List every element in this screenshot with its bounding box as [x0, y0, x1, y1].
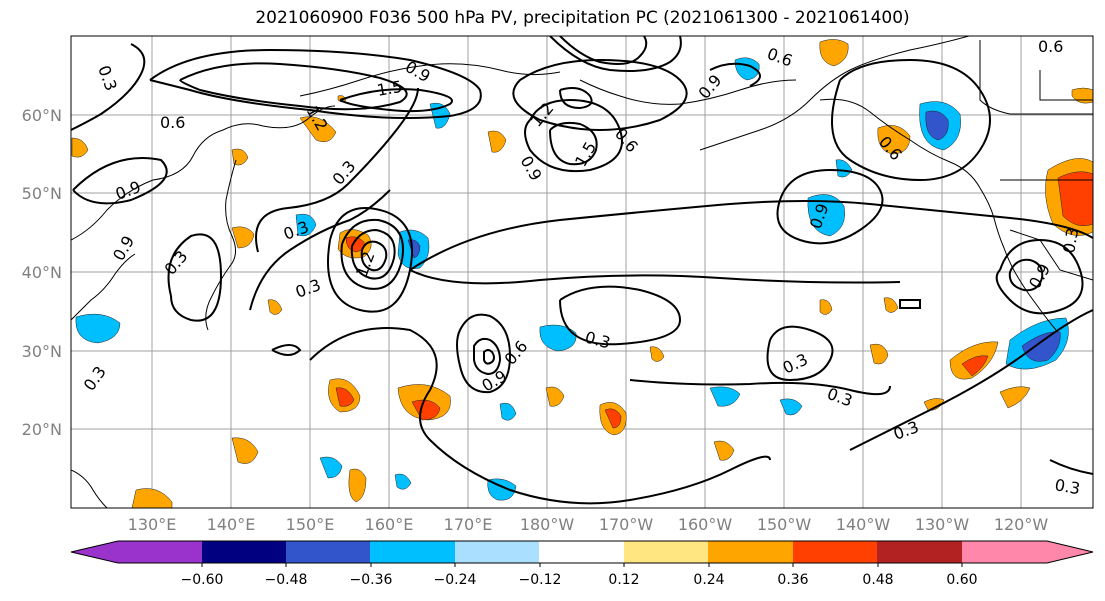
latitude-labels: 60°N 50°N 40°N 30°N 20°N: [22, 106, 62, 439]
colorbar-segment: [202, 541, 287, 563]
contour-label: 0.3: [1059, 226, 1082, 254]
lon-label: 160°E: [365, 515, 414, 534]
lon-label: 160°W: [678, 515, 733, 534]
colorbar-extend-min: [71, 541, 118, 563]
colorbar-segment: [962, 541, 1048, 563]
colorbar-tick-label: 0.60: [946, 572, 977, 588]
colorbar-extend-max: [1047, 541, 1093, 563]
colorbar-tick-label: −0.12: [519, 572, 562, 588]
lon-label: 150°W: [757, 515, 812, 534]
lon-label: 170°W: [599, 515, 654, 534]
colorbar-segment: [877, 541, 963, 563]
colorbar-segment: [793, 541, 878, 563]
contour-label: 0.6: [1038, 37, 1063, 56]
precip-shading: [71, 39, 1093, 508]
lat-label: 50°N: [22, 184, 62, 203]
contour-label: 0.6: [160, 113, 185, 132]
lon-label: 140°W: [836, 515, 891, 534]
pv-contours: [71, 36, 1093, 505]
colorbar-tick-label: −0.48: [265, 572, 308, 588]
lon-label: 180°W: [520, 515, 575, 534]
longitude-labels: 130°E 140°E 150°E 160°E 170°E 180°W 170°…: [128, 515, 1049, 534]
lat-label: 20°N: [22, 420, 62, 439]
colorbar-segment: [117, 541, 203, 563]
colorbar-tick-label: 0.12: [608, 572, 639, 588]
map-frame: [70, 35, 1094, 509]
colorbar-segment: [708, 541, 794, 563]
colorbar-tick-label: 0.24: [693, 572, 724, 588]
colorbar-tick-label: 0.36: [777, 572, 808, 588]
lon-label: 150°E: [286, 515, 335, 534]
colorbar-segment: [286, 541, 371, 563]
colorbar-tick-label: −0.24: [434, 572, 477, 588]
lon-label: 140°E: [207, 515, 256, 534]
lon-label: 120°W: [994, 515, 1049, 534]
colorbar-tick-label: 0.48: [862, 572, 893, 588]
colorbar-segment: [370, 541, 456, 563]
colorbar-segment: [624, 541, 709, 563]
coastlines: [71, 36, 1093, 508]
contour-label: 1.5: [375, 77, 403, 100]
colorbar-outline: [70, 540, 1094, 564]
colorbar-tick-label: −0.36: [350, 572, 393, 588]
lon-label: 130°E: [128, 515, 177, 534]
map-title: 2021060900 F036 500 hPa PV, precipitatio…: [255, 8, 910, 28]
colorbar-segment: [455, 541, 540, 563]
lon-label: 130°W: [915, 515, 970, 534]
lat-label: 30°N: [22, 342, 62, 361]
lon-label: 170°E: [444, 515, 493, 534]
colorbar-segment: [539, 541, 625, 563]
lat-label: 40°N: [22, 263, 62, 282]
lat-label: 60°N: [22, 106, 62, 125]
colorbar-tick-label: −0.60: [181, 572, 224, 588]
contour-label: 0.3: [1053, 475, 1081, 498]
colorbar: −0.60 −0.48 −0.36 −0.24 −0.12 0.12 0.24 …: [70, 540, 1094, 588]
